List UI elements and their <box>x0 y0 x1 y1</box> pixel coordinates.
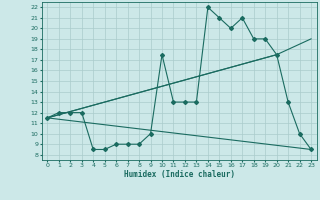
X-axis label: Humidex (Indice chaleur): Humidex (Indice chaleur) <box>124 170 235 179</box>
